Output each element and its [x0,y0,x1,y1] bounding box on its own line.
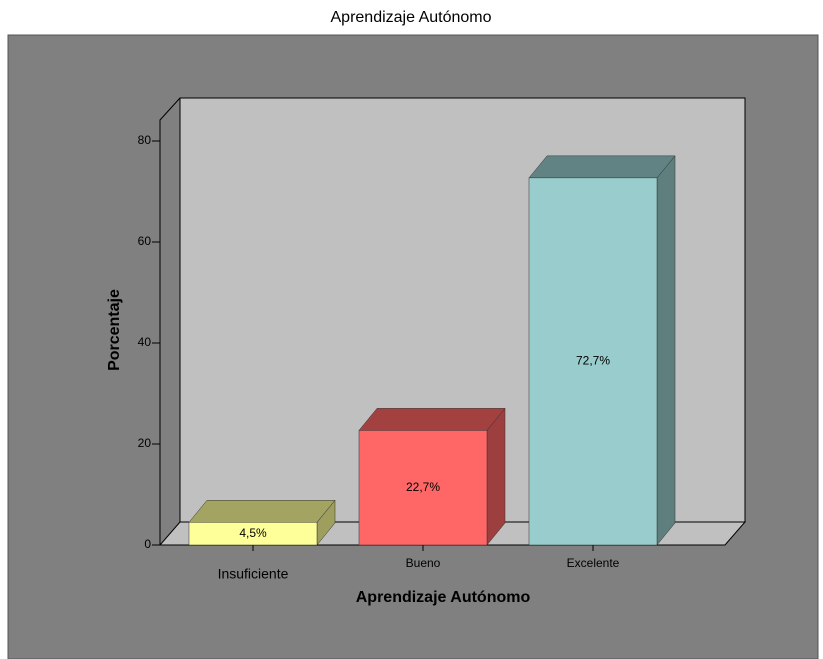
data-label: 72,7% [576,354,610,368]
y-tick-label: 20 [138,436,152,450]
y-tick-label: 0 [144,537,151,551]
x-tick-label: Insuficiente [218,566,289,582]
bar-top [358,408,506,431]
data-label: 22,7% [406,480,440,494]
bar [528,177,658,546]
y-tick-label: 80 [138,133,152,147]
chart-title: Aprendizaje Autónomo [331,9,492,26]
y-tick-label: 60 [138,234,152,248]
y-tick-label: 40 [138,335,152,349]
bar-top [188,500,336,523]
x-tick-label: Bueno [406,556,441,570]
left-edge [159,97,181,545]
bar-top [528,155,676,179]
x-axis-label: Aprendizaje Autónomo [356,589,531,606]
x-tick-label: Excelente [567,556,620,570]
bar-side [656,155,676,546]
data-label: 4,5% [239,526,267,540]
y-axis-label: Porcentaje [106,289,123,371]
bar [358,430,488,546]
bar-side [486,407,506,546]
bar [188,522,318,546]
